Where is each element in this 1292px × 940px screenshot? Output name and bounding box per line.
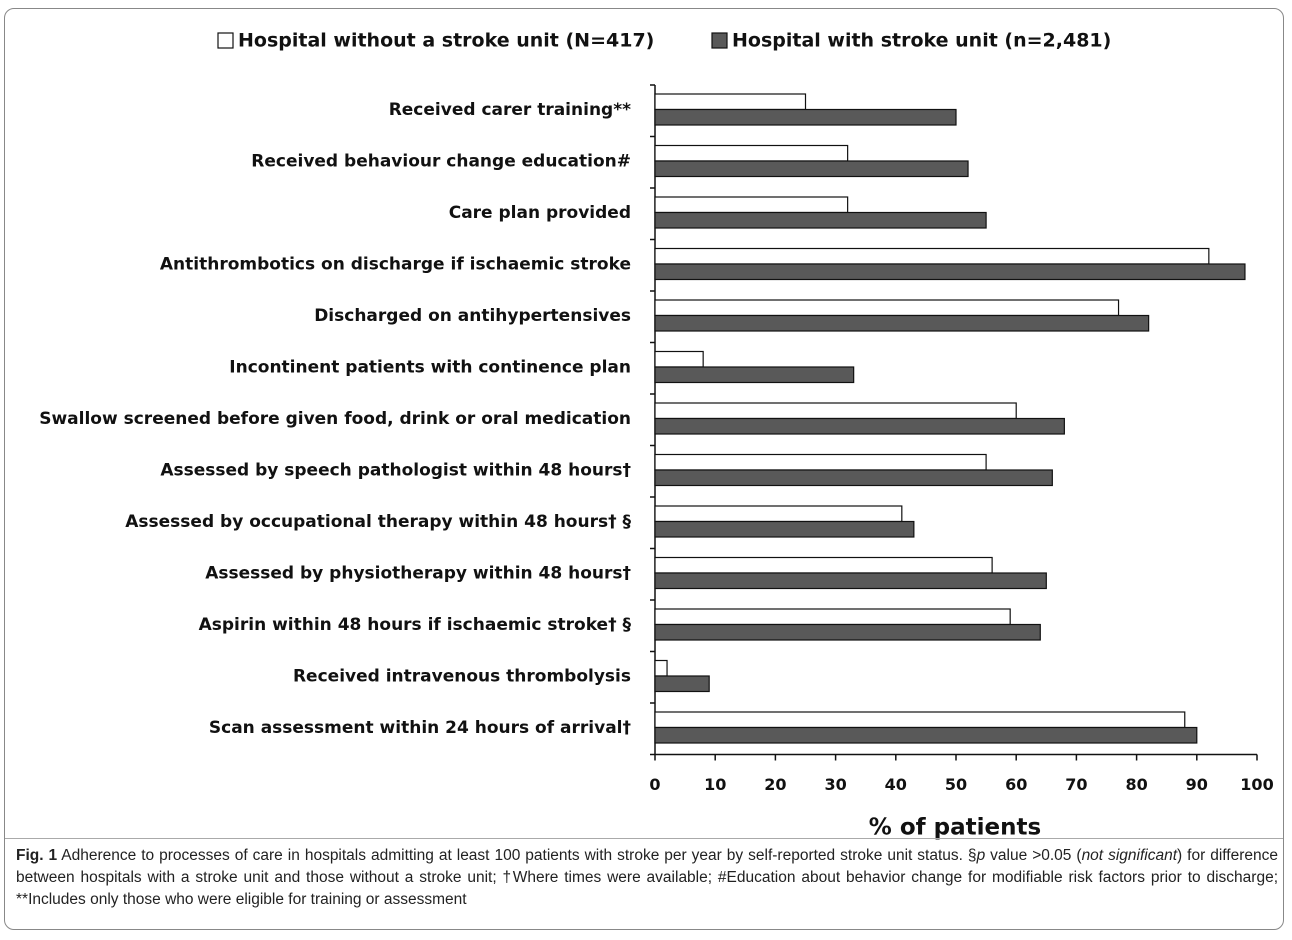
caption-text: value >0.05 (: [985, 847, 1082, 864]
bar: [654, 520, 915, 538]
caption: Fig. 1 Adherence to processes of care in…: [16, 845, 1278, 911]
category-label: Received behaviour change education#: [251, 152, 631, 172]
bar: [654, 453, 987, 471]
caption-rule: [5, 838, 1283, 839]
category-label: Care plan provided: [449, 203, 631, 223]
category-label: Incontinent patients with continence pla…: [229, 358, 631, 378]
x-axis-title: % of patients: [869, 815, 1041, 841]
category-label: Swallow screened before given food, drin…: [39, 409, 631, 429]
bar: [654, 608, 1011, 626]
bar: [654, 350, 704, 368]
caption-label: Fig. 1: [16, 847, 58, 864]
bar: [654, 711, 1186, 729]
bar: [654, 469, 1053, 487]
caption-text: not significant: [1081, 847, 1178, 864]
legend-swatch: [711, 32, 728, 49]
bar: [654, 366, 855, 384]
chart: % of patients Hospital without a stroke …: [39, 30, 1273, 841]
x-tick-label: 100: [1240, 775, 1273, 794]
bar: [654, 211, 987, 229]
x-tick-label: 30: [824, 775, 846, 794]
category-label: Assessed by speech pathologist within 48…: [160, 461, 631, 481]
category-label: Received intravenous thrombolysis: [293, 667, 631, 687]
bar: [654, 402, 1017, 420]
bar: [654, 623, 1041, 641]
category-label: Received carer training**: [389, 100, 631, 120]
x-tick-label: 50: [945, 775, 967, 794]
x-tick-label: 60: [1005, 775, 1027, 794]
bar: [654, 196, 849, 214]
category-label: Assessed by occupational therapy within …: [125, 512, 631, 532]
bar: [654, 556, 993, 574]
caption-text: Adherence to processes of care in hospit…: [57, 847, 977, 864]
x-tick-label: 80: [1125, 775, 1147, 794]
bar: [654, 108, 957, 126]
bar: [654, 659, 668, 677]
bar: [654, 93, 807, 111]
x-tick-label: 70: [1065, 775, 1087, 794]
legend-label: Hospital without a stroke unit (N=417): [238, 30, 654, 52]
bar: [654, 314, 1150, 332]
bar: [654, 505, 903, 523]
bar: [654, 572, 1047, 590]
category-label: Antithrombotics on discharge if ischaemi…: [160, 255, 631, 275]
category-label: Scan assessment within 24 hours of arriv…: [209, 718, 631, 738]
category-label: Assessed by physiotherapy within 48 hour…: [205, 564, 631, 584]
bar: [654, 675, 710, 693]
x-tick-label: 40: [885, 775, 907, 794]
category-label: Discharged on antihypertensives: [314, 306, 631, 326]
frame: [4, 8, 1284, 930]
bar: [654, 726, 1198, 744]
legend-swatch: [217, 32, 234, 49]
bar: [654, 263, 1246, 281]
caption-text: p: [976, 847, 986, 864]
x-tick-label: 20: [764, 775, 786, 794]
bar: [654, 299, 1120, 317]
caption-text: ) for difference between hospitals with …: [16, 847, 1279, 908]
legend-label: Hospital with stroke unit (n=2,481): [732, 30, 1111, 52]
x-tick-label: 0: [649, 775, 660, 794]
bar: [654, 247, 1210, 265]
bar: [654, 160, 969, 178]
bar: [654, 417, 1065, 435]
x-tick-label: 10: [704, 775, 726, 794]
x-tick-label: 90: [1186, 775, 1208, 794]
bar: [654, 144, 849, 162]
category-label: Aspirin within 48 hours if ischaemic str…: [199, 615, 632, 635]
